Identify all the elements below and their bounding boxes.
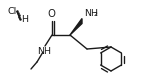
Text: O: O xyxy=(47,9,55,19)
Text: Cl: Cl xyxy=(8,6,17,16)
Text: ₂: ₂ xyxy=(94,9,98,18)
Text: NH: NH xyxy=(84,9,98,18)
Text: NH: NH xyxy=(37,46,51,56)
Polygon shape xyxy=(70,18,82,35)
Text: H: H xyxy=(21,16,28,24)
